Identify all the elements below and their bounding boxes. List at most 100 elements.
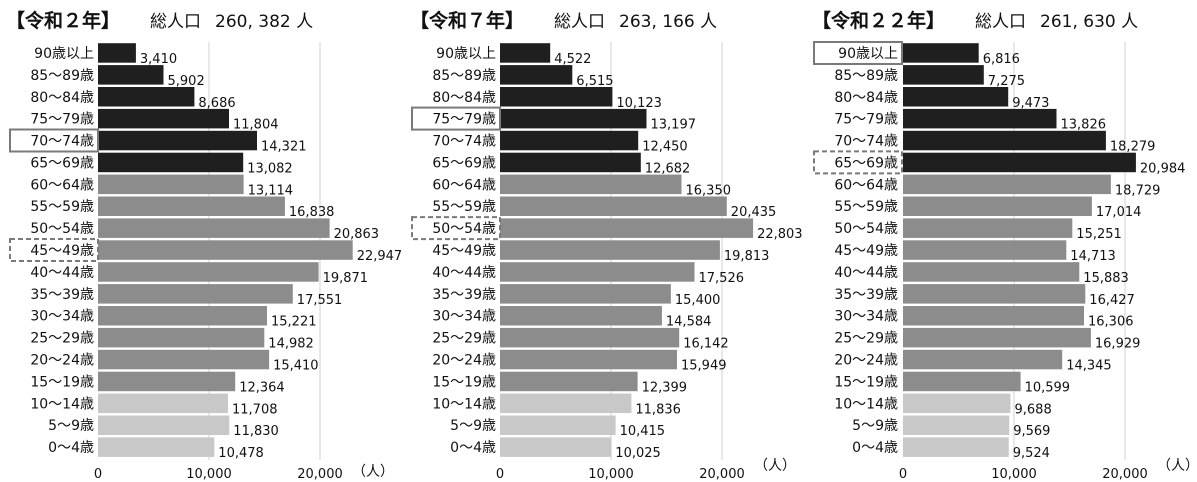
bar <box>98 284 293 304</box>
bar <box>500 372 638 392</box>
bar <box>903 175 1111 195</box>
value-label: 12,364 <box>239 380 285 395</box>
category-label: 30～34歳 <box>834 309 898 325</box>
bar <box>903 262 1079 282</box>
bar <box>500 284 671 304</box>
category-label: 55～59歳 <box>834 199 898 215</box>
bar <box>98 218 330 238</box>
bar <box>98 43 136 63</box>
bar <box>98 153 243 173</box>
value-label: 15,883 <box>1083 271 1129 286</box>
category-label: 45～49歳 <box>30 243 94 259</box>
category-label: 65～69歳 <box>834 155 898 171</box>
value-label: 9,524 <box>1013 446 1050 461</box>
category-label: 80～84歳 <box>834 90 898 106</box>
bar <box>500 350 677 370</box>
bar <box>98 109 229 128</box>
bar <box>500 109 647 128</box>
x-tick-label: 10,000 <box>991 467 1037 482</box>
value-label: 5,902 <box>168 74 205 89</box>
bar <box>903 394 1011 414</box>
category-label: 80～84歳 <box>30 90 94 106</box>
value-label: 3,410 <box>140 52 177 67</box>
category-label: 30～34歳 <box>432 309 496 325</box>
category-label: 0～4歳 <box>450 440 496 456</box>
value-label: 16,427 <box>1089 293 1135 308</box>
bar <box>98 328 264 348</box>
bar <box>98 416 229 436</box>
value-label: 10,478 <box>218 446 263 461</box>
category-label: 50～54歳 <box>30 221 94 237</box>
value-label: 12,399 <box>642 380 688 395</box>
category-label: 25～29歳 <box>30 331 94 347</box>
x-tick-label: 0 <box>496 467 504 482</box>
bar <box>903 350 1062 370</box>
category-label: 10～14歳 <box>834 396 898 412</box>
value-label: 12,682 <box>645 161 691 176</box>
category-label: 0～4歳 <box>852 440 898 456</box>
bar <box>903 372 1021 392</box>
value-label: 10,599 <box>1025 380 1071 395</box>
category-label: 25～29歳 <box>432 331 496 347</box>
bar <box>500 153 641 173</box>
value-label: 9,569 <box>1013 424 1050 439</box>
category-label: 5～9歳 <box>852 418 898 434</box>
bar <box>500 328 679 348</box>
chart-panel-r2: 【令和２年】 総人口 260, 382 人 90歳以上 3,410 85～89歳 5,90… <box>6 0 408 482</box>
value-label: 12,450 <box>642 140 688 155</box>
category-label: 70～74歳 <box>30 134 94 150</box>
value-label: 18,279 <box>1110 140 1156 155</box>
category-label: 20～24歳 <box>432 353 496 369</box>
bar <box>98 240 353 259</box>
category-label: 75～79歳 <box>30 112 94 128</box>
category-label: 45～49歳 <box>834 243 898 259</box>
category-label: 45～49歳 <box>432 243 496 259</box>
bar <box>500 87 612 107</box>
bar <box>903 65 984 85</box>
value-label: 22,803 <box>757 227 803 242</box>
category-label: 15～19歳 <box>432 374 496 390</box>
category-label: 0～4歳 <box>48 440 94 456</box>
category-label: 90歳以上 <box>34 46 94 62</box>
category-label: 60～64歳 <box>432 177 496 193</box>
value-label: 11,830 <box>233 424 278 439</box>
category-label: 85～89歳 <box>30 68 94 84</box>
value-label: 10,415 <box>620 424 666 439</box>
bar <box>500 131 638 151</box>
category-label: 40～44歳 <box>432 265 496 281</box>
bar <box>903 284 1085 304</box>
value-label: 8,686 <box>198 96 235 111</box>
value-label: 17,526 <box>699 271 745 286</box>
category-label: 55～59歳 <box>432 199 496 215</box>
bar <box>98 350 269 370</box>
value-label: 17,014 <box>1096 205 1142 220</box>
x-axis-unit-label: （人） <box>754 458 796 474</box>
category-label: 35～39歳 <box>30 287 94 303</box>
category-label: 30～34歳 <box>30 309 94 325</box>
value-label: 16,838 <box>289 205 335 220</box>
bar <box>903 109 1057 128</box>
value-label: 10,123 <box>616 96 662 111</box>
x-tick-label: 20,000 <box>297 467 343 482</box>
value-label: 13,114 <box>248 183 294 198</box>
bar <box>98 262 319 282</box>
value-label: 11,836 <box>635 402 681 417</box>
bar <box>500 437 611 457</box>
value-label: 13,082 <box>247 161 293 176</box>
bar <box>98 65 164 85</box>
category-label: 75～79歳 <box>432 112 496 128</box>
bar <box>903 240 1066 259</box>
bar <box>500 43 550 63</box>
value-label: 10,025 <box>615 446 661 461</box>
x-tick-label: 20,000 <box>1102 467 1148 482</box>
x-axis-unit-label: （人） <box>352 464 394 480</box>
bar <box>903 328 1091 348</box>
category-label: 55～59歳 <box>30 199 94 215</box>
category-label: 25～29歳 <box>834 331 898 347</box>
value-label: 14,345 <box>1066 359 1112 374</box>
value-label: 14,321 <box>261 140 307 155</box>
value-label: 20,863 <box>334 227 380 242</box>
category-label: 20～24歳 <box>834 353 898 369</box>
value-label: 14,713 <box>1070 249 1116 264</box>
value-label: 15,221 <box>271 315 317 330</box>
